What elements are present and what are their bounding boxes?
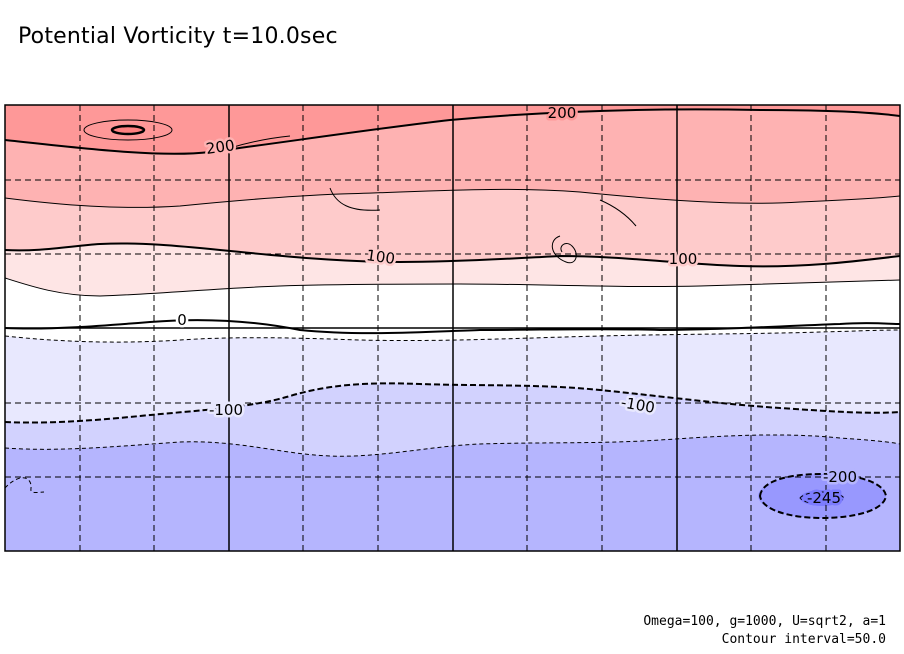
contour-filament — [229, 135, 291, 149]
contour-label-6: -100 — [209, 401, 243, 419]
contour-line-0 — [5, 319, 900, 335]
contour-label-5: 0 — [177, 311, 187, 329]
contour-label-1: 200 — [548, 104, 577, 122]
footnote-parameters: Omega=100, g=1000, U=sqrt2, a=1 — [643, 614, 886, 629]
contour-line-neg150 — [5, 434, 900, 457]
contour-filament-3 — [599, 199, 637, 227]
contour-line-neg50 — [5, 329, 900, 343]
contour-label-9: -245 — [807, 489, 841, 507]
contour-feature-left — [5, 477, 45, 493]
plot-frame — [4, 104, 901, 552]
band-300-high — [110, 124, 146, 136]
band-neg250-low — [800, 490, 844, 506]
grid-solid — [5, 105, 900, 551]
contour-filament-2 — [329, 187, 381, 211]
chart-title: Potential Vorticity t=10.0sec — [18, 24, 338, 49]
contour-label-8: -200 — [823, 468, 857, 486]
contour-line-100 — [5, 242, 900, 268]
contour-line-neg200 — [758, 472, 888, 520]
contour-swirl — [551, 235, 577, 264]
contour-line-neg100 — [5, 382, 900, 424]
footnote-contour-interval: Contour interval=50.0 — [721, 632, 886, 647]
contour-line-50 — [5, 277, 900, 297]
contour-line-200 — [5, 108, 900, 155]
contour-label-4: 100 — [669, 250, 698, 268]
